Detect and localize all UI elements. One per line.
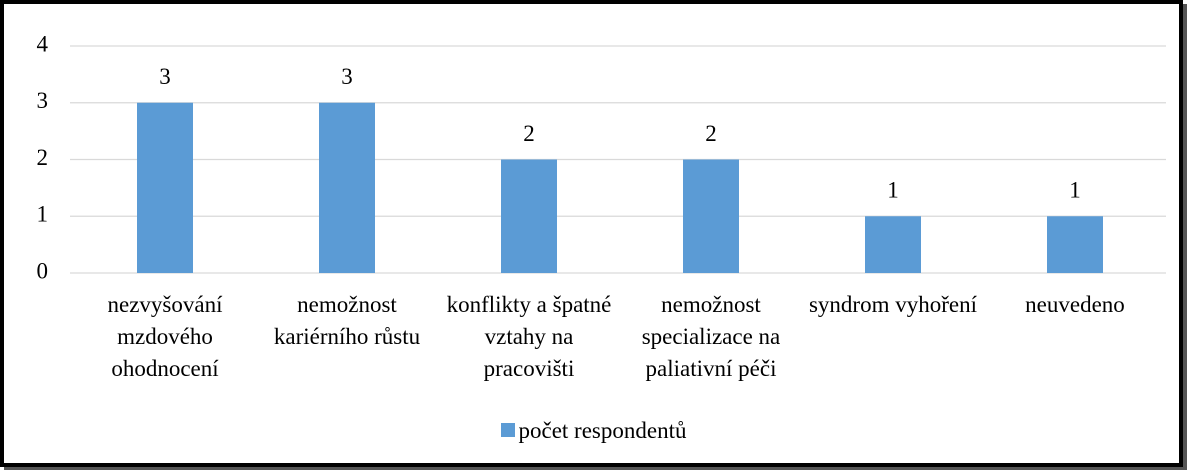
bar [501,159,557,273]
y-tick-label: 2 [37,145,49,170]
x-tick-label: neuvedeno [1025,292,1125,317]
bar [319,102,375,273]
y-tick-label: 3 [37,88,49,113]
data-label: 3 [341,64,353,89]
x-tick-label: nemožnost kariérního růstu [273,292,421,349]
x-tick-label: nemožnost specializace na paliativní péč… [641,292,781,381]
bar [865,216,921,273]
data-label: 1 [887,178,899,203]
data-label: 2 [705,121,717,146]
data-label: 3 [159,64,171,89]
legend: počet respondentů [0,418,1187,444]
x-tick-label: nezvyšování mzdového ohodnocení [107,292,223,381]
y-tick-label: 0 [37,258,49,283]
data-label: 2 [523,121,535,146]
x-tick-label: syndrom vyhoření [808,292,977,317]
y-tick-label: 1 [37,202,49,227]
bar [683,159,739,273]
x-tick-label: konflikty a špatné vztahy na pracovišti [446,292,612,381]
bar [137,102,193,273]
y-tick-label: 4 [37,31,49,56]
legend-swatch [500,423,515,437]
data-label: 1 [1069,178,1081,203]
bar [1047,216,1103,273]
legend-label: počet respondentů [518,418,687,443]
